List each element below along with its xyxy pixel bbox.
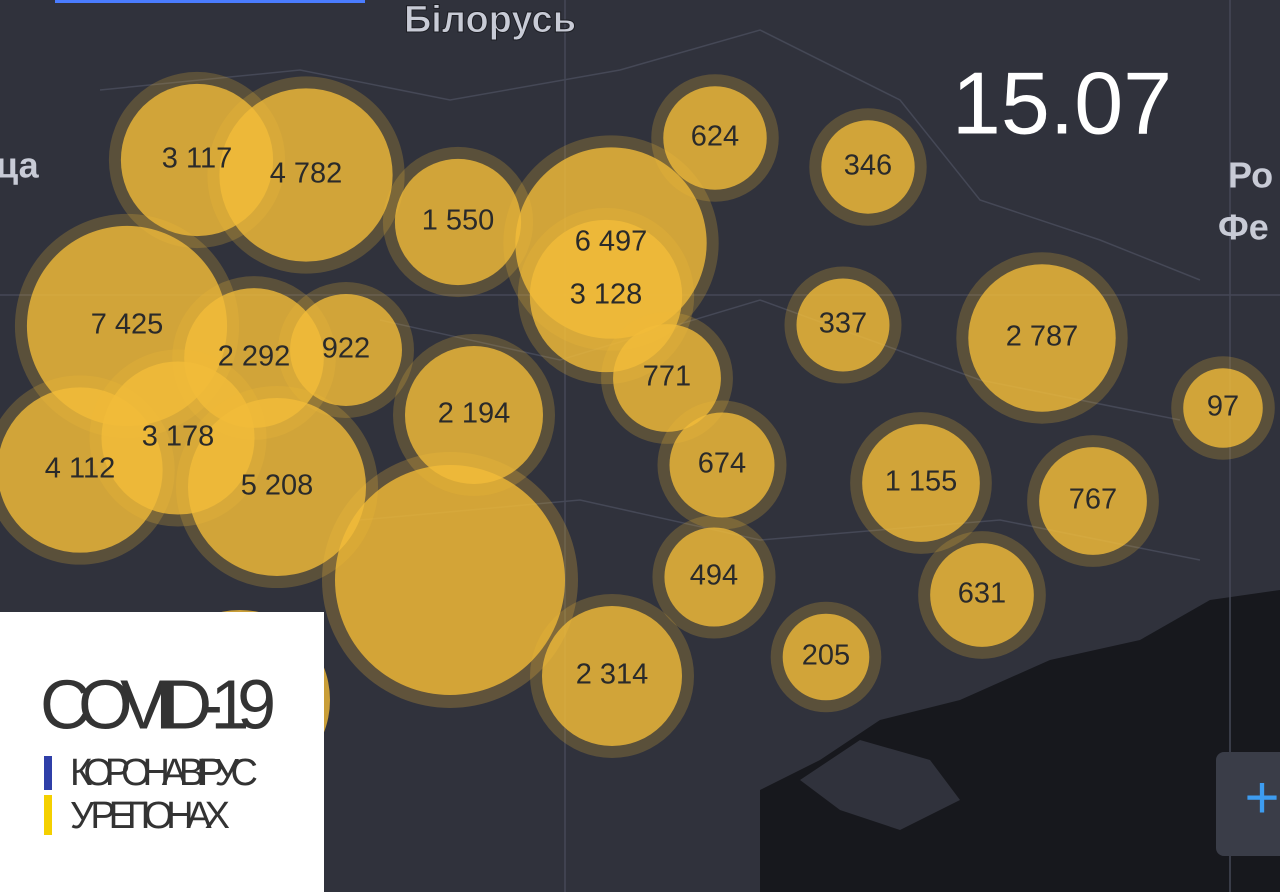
- bubble-label: 922: [322, 333, 370, 365]
- zoom-in-button[interactable]: +: [1244, 764, 1279, 831]
- bubble: [290, 294, 402, 406]
- bubble: [663, 86, 767, 190]
- bubble: [1039, 447, 1147, 555]
- bubble-label: 767: [1069, 484, 1117, 516]
- bubble-label: 3 128: [570, 279, 643, 311]
- bubble-label: 624: [691, 121, 739, 153]
- logo-line: У РЕГІОНАХ: [70, 795, 230, 837]
- bubble-label: 1 550: [422, 205, 495, 237]
- bubble: [669, 412, 775, 518]
- bubble: [404, 345, 544, 485]
- flag-yellow: [44, 795, 52, 835]
- bubble: [782, 613, 870, 701]
- bubble-label: 5 208: [241, 470, 314, 502]
- zoom-panel: [1216, 752, 1280, 856]
- logo-box: [0, 612, 324, 892]
- bubble-label: 346: [844, 150, 892, 182]
- bubble: [664, 527, 764, 627]
- map-label: Фе: [1218, 207, 1269, 248]
- bubble-label: 4 782: [270, 158, 343, 190]
- bubble: [821, 120, 915, 214]
- bubble: [541, 605, 683, 747]
- bubble-label: 7 425: [91, 309, 164, 341]
- map-label: ца: [0, 145, 40, 186]
- bubble: [394, 158, 522, 286]
- bubble-label: 1 155: [885, 466, 958, 498]
- bubble: [219, 88, 393, 262]
- bubble: [187, 397, 367, 577]
- bubble-label: 2 787: [1006, 321, 1079, 353]
- bubble-label: 97: [1207, 391, 1239, 423]
- bubble-label: 4 112: [45, 453, 115, 485]
- bubble-label: 631: [958, 578, 1006, 610]
- top-bar: [55, 0, 365, 3]
- bubble-label: 205: [802, 640, 850, 672]
- bubble-label: 771: [643, 361, 691, 393]
- logo-title: COVID-19: [40, 665, 276, 743]
- crimea: [800, 740, 960, 830]
- bubble-label: 2 194: [438, 398, 511, 430]
- bubble-label: 494: [690, 560, 738, 592]
- map-label: Ро: [1228, 155, 1273, 196]
- bubble: [1183, 368, 1263, 448]
- bubble-label: 6 497: [575, 226, 648, 258]
- bubble-label: 3 178: [142, 421, 215, 453]
- map-label: Білорусь: [404, 0, 576, 41]
- bubble-label: 3 117: [162, 143, 232, 175]
- bubble-label: 337: [819, 308, 867, 340]
- bubble: [968, 264, 1116, 412]
- logo-line: КОРОНАВІРУС: [70, 752, 258, 794]
- bubble: [796, 278, 890, 372]
- bubble: [930, 543, 1034, 647]
- bubble-label: 2 292: [218, 341, 291, 373]
- bubble: [335, 465, 565, 695]
- flag-blue: [44, 756, 52, 790]
- bubble-label: 674: [698, 448, 746, 480]
- bubble: [613, 324, 721, 432]
- date: 15.07: [952, 53, 1172, 152]
- bubbles: 3 117 4 782 1 550 6 497 3 128 624 346 7 425 2 29…: [0, 71, 1275, 790]
- bubble-label: 2 314: [576, 659, 649, 691]
- bubble: [862, 424, 980, 542]
